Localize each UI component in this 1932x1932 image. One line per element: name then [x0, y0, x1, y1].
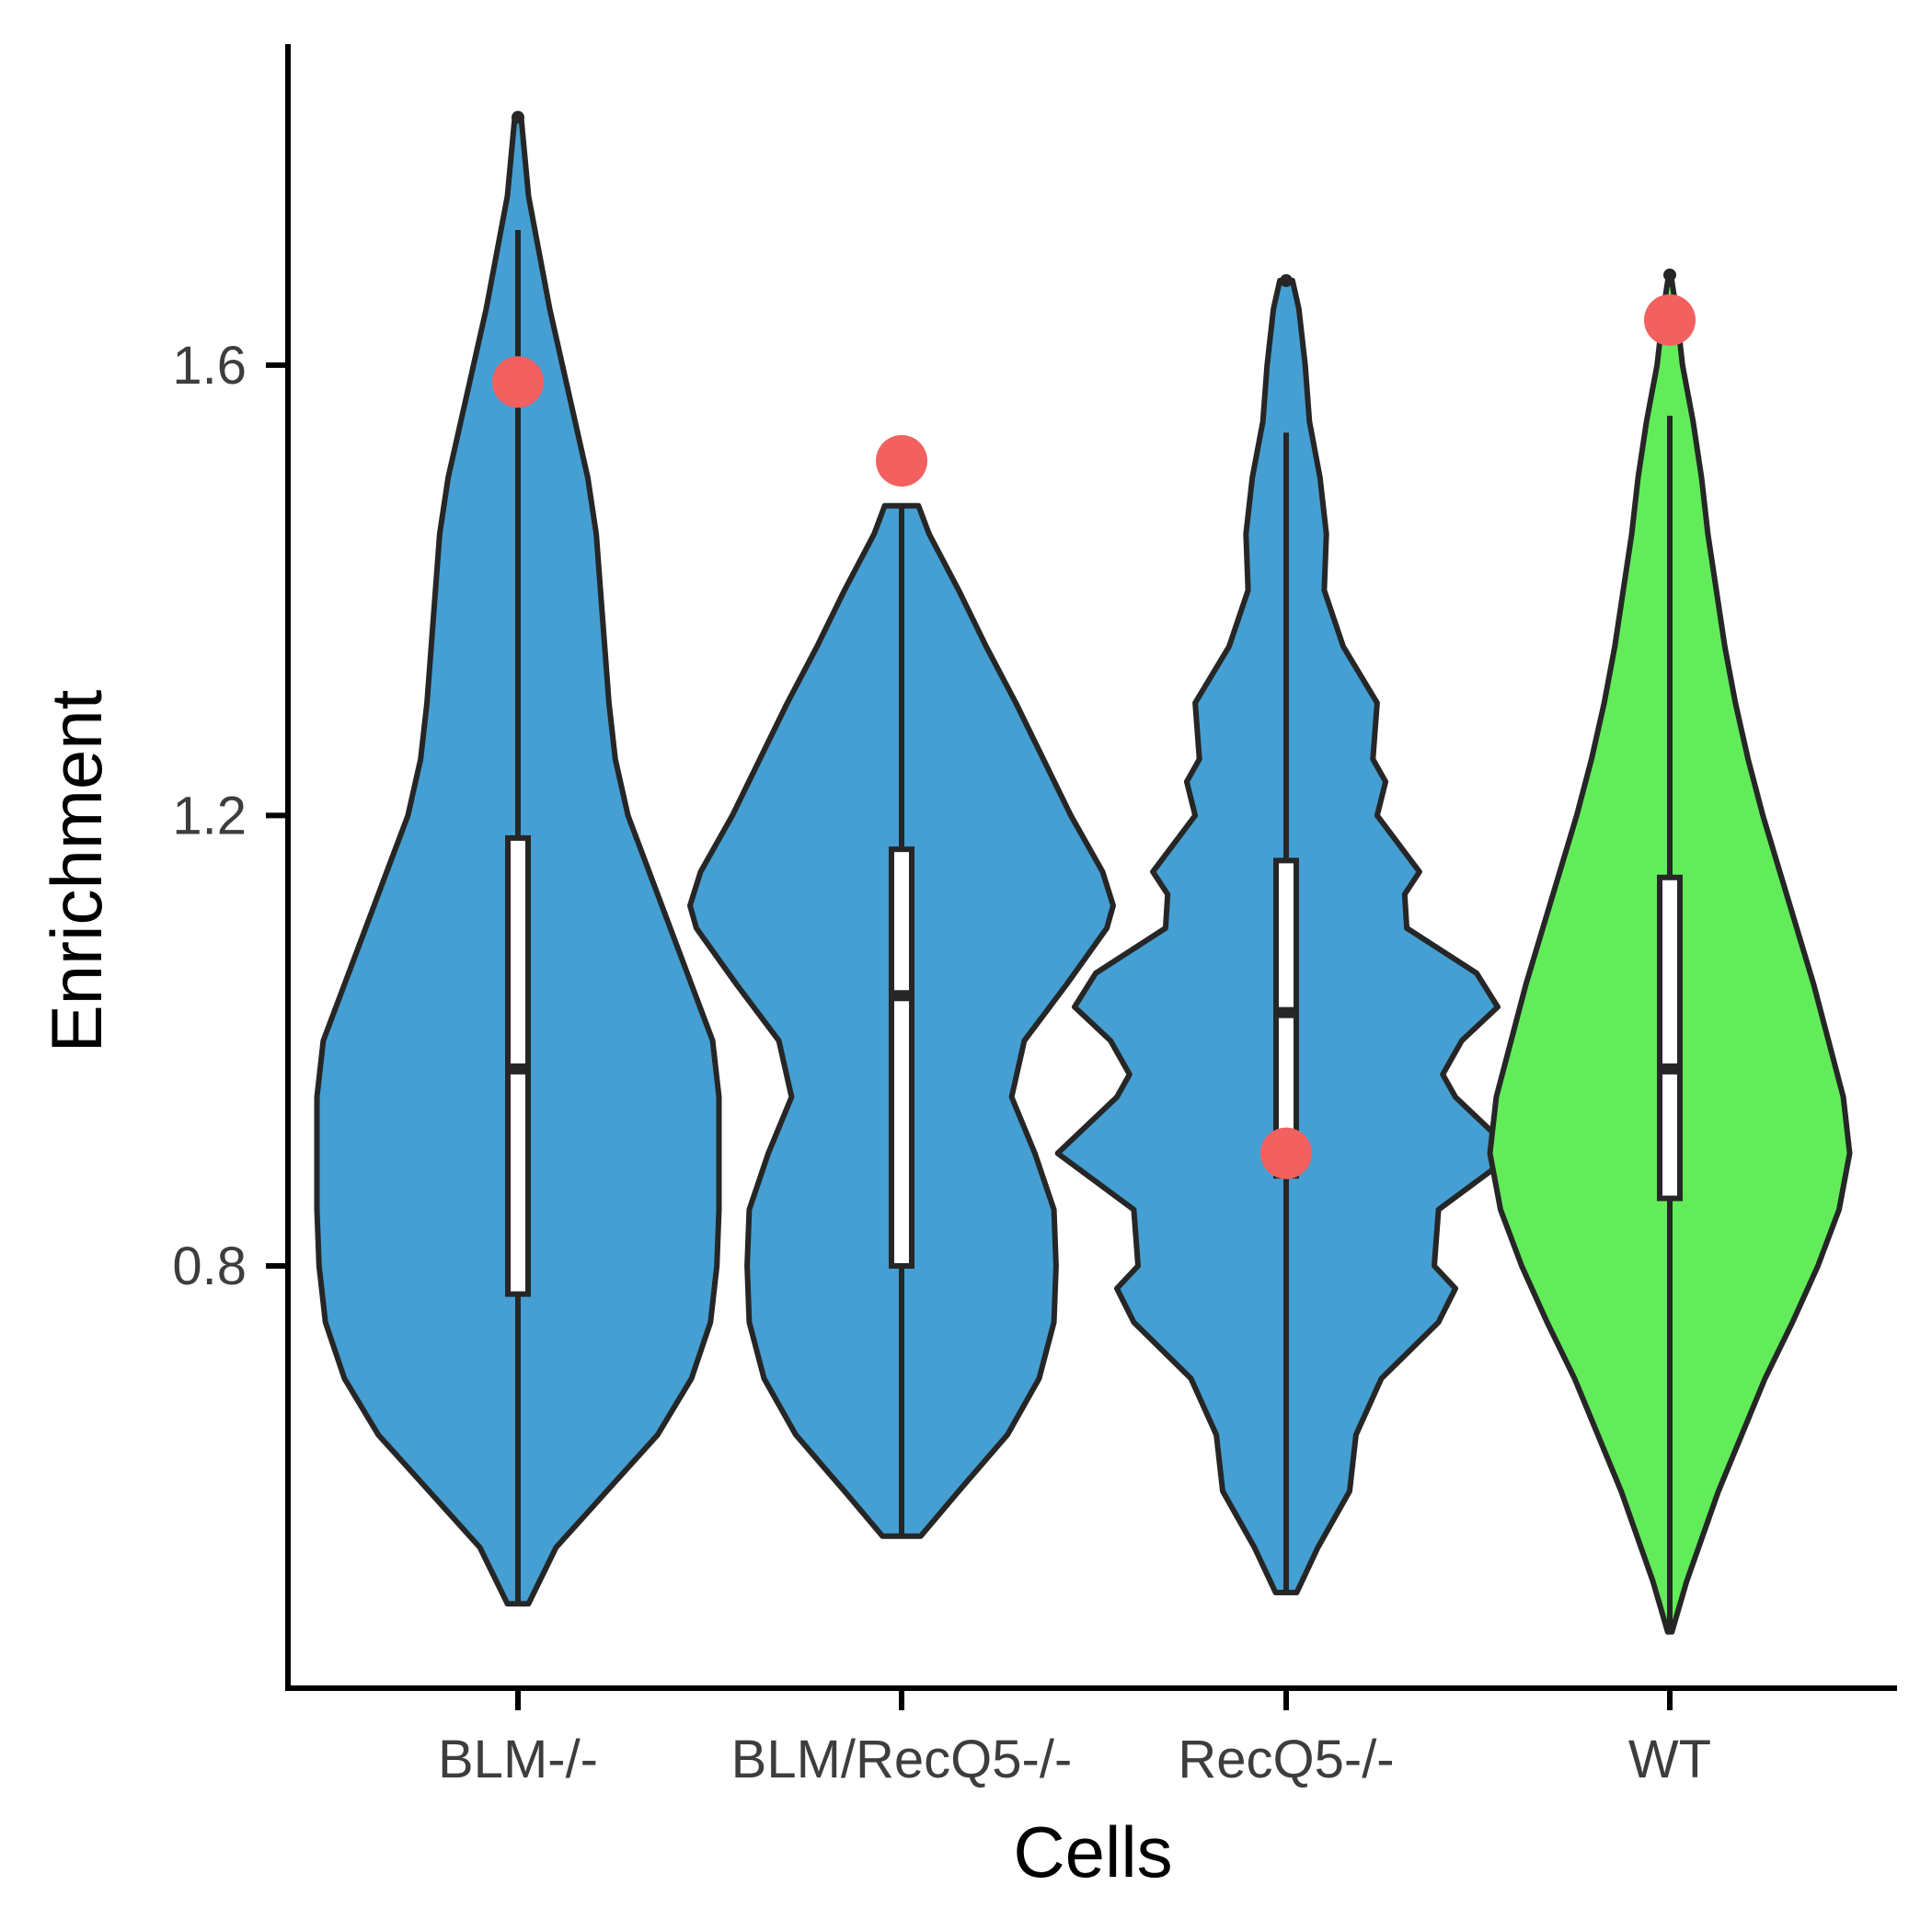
x-tick-label: BLM-/- [438, 1730, 598, 1789]
highlight-point [492, 356, 544, 408]
x-tick-label: WT [1628, 1730, 1711, 1789]
outlier-point [1663, 268, 1676, 282]
x-tick-label: RecQ5-/- [1178, 1730, 1394, 1789]
highlight-point [1644, 293, 1696, 346]
highlight-point [1260, 1127, 1312, 1179]
box-iqr [889, 846, 914, 1270]
y-axis-title: Enrichment [36, 689, 117, 1052]
violin-group [314, 110, 722, 1607]
violin-group [1054, 274, 1518, 1595]
outlier-point [1280, 274, 1293, 288]
y-tick-label: 0.8 [172, 1236, 247, 1296]
box-iqr [1657, 874, 1683, 1202]
x-tick-label: BLM/RecQ5-/- [731, 1730, 1073, 1789]
y-tick-label: 1.2 [172, 786, 247, 845]
highlight-point [876, 434, 927, 487]
violin-group [1487, 268, 1853, 1635]
y-axis-ticks: 0.8 1.2 1.6 [172, 336, 288, 1296]
y-tick-label: 1.6 [172, 336, 247, 396]
outlier-point [512, 110, 524, 124]
x-axis-ticks: BLM-/- BLM/RecQ5-/- RecQ5-/- WT [438, 1688, 1711, 1789]
violin-group [687, 434, 1116, 1539]
plot-area [314, 110, 1853, 1635]
x-axis-title: Cells [1013, 1811, 1172, 1892]
